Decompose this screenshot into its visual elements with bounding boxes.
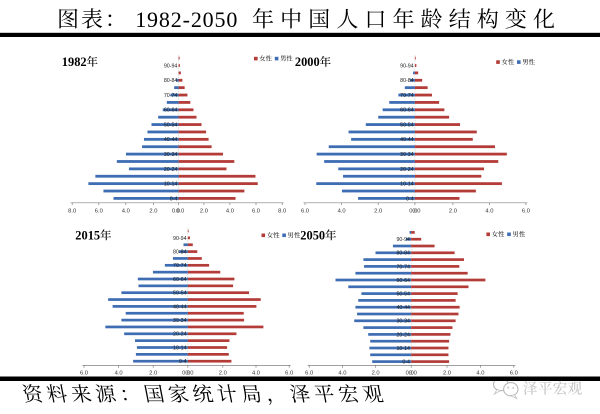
svg-text:50-54: 50-54: [173, 291, 187, 297]
svg-text:0.0: 0.0: [185, 370, 193, 376]
svg-text:60-64: 60-64: [396, 278, 410, 284]
svg-text:6.0: 6.0: [285, 370, 293, 376]
svg-text:0.0: 0.0: [409, 208, 417, 214]
svg-text:20-24: 20-24: [396, 332, 410, 338]
svg-text:6.0: 6.0: [510, 370, 518, 376]
svg-text:4.0: 4.0: [338, 208, 346, 214]
svg-text:90-94: 90-94: [400, 63, 414, 69]
svg-text:90-94: 90-94: [164, 63, 178, 69]
svg-text:20-24: 20-24: [164, 167, 178, 173]
svg-text:70-74: 70-74: [396, 264, 410, 270]
svg-text:60-64: 60-64: [164, 108, 178, 114]
svg-text:0.0: 0.0: [182, 370, 190, 376]
svg-text:70-74: 70-74: [164, 93, 178, 99]
svg-text:10-14: 10-14: [164, 182, 178, 188]
svg-text:4.0: 4.0: [485, 208, 493, 214]
svg-text:6.0: 6.0: [95, 208, 103, 214]
svg-text:2.0: 2.0: [449, 208, 457, 214]
svg-text:40-44: 40-44: [396, 305, 410, 311]
svg-text:2000: 2000: [295, 55, 320, 69]
svg-text:4.0: 4.0: [252, 370, 260, 376]
svg-text:2.0: 2.0: [374, 208, 382, 214]
svg-text:80-84: 80-84: [164, 78, 178, 84]
svg-text:0-4: 0-4: [406, 196, 414, 202]
svg-text:70-74: 70-74: [173, 263, 187, 269]
svg-text:0.0: 0.0: [176, 208, 184, 214]
svg-text:20-24: 20-24: [173, 332, 187, 338]
svg-text:50-54: 50-54: [396, 292, 410, 298]
svg-text:0.0: 0.0: [412, 208, 420, 214]
svg-text:80-84: 80-84: [173, 250, 187, 256]
svg-text:2.0: 2.0: [149, 208, 157, 214]
svg-text:20-24: 20-24: [400, 167, 414, 173]
svg-text:50-54: 50-54: [164, 122, 178, 128]
svg-text:2.0: 2.0: [200, 208, 208, 214]
svg-text:40-44: 40-44: [173, 304, 187, 310]
svg-text:6.0: 6.0: [305, 370, 313, 376]
svg-text:30-34: 30-34: [164, 152, 178, 158]
svg-text:80-84: 80-84: [400, 78, 414, 84]
svg-text:6.0: 6.0: [252, 208, 260, 214]
svg-text:40-44: 40-44: [400, 137, 414, 143]
svg-text:10-14: 10-14: [400, 182, 414, 188]
svg-text:1982: 1982: [62, 55, 87, 69]
svg-text:10-14: 10-14: [173, 345, 187, 351]
svg-text:30-34: 30-34: [173, 318, 187, 324]
svg-text:30-34: 30-34: [396, 319, 410, 325]
svg-text:90-94: 90-94: [396, 237, 410, 243]
svg-text:0.0: 0.0: [406, 370, 414, 376]
svg-text:50-54: 50-54: [400, 122, 414, 128]
svg-text:60-64: 60-64: [400, 108, 414, 114]
svg-text:30-34: 30-34: [400, 152, 414, 158]
svg-text:4.0: 4.0: [338, 370, 346, 376]
svg-text:4.0: 4.0: [115, 370, 123, 376]
svg-text:2.0: 2.0: [219, 370, 227, 376]
svg-text:40-44: 40-44: [164, 137, 178, 143]
svg-text:4.0: 4.0: [476, 370, 484, 376]
svg-text:6.0: 6.0: [301, 208, 309, 214]
svg-text:0.0: 0.0: [172, 208, 180, 214]
svg-text:2.0: 2.0: [443, 370, 451, 376]
svg-text:0-4: 0-4: [179, 359, 187, 365]
svg-text:0-4: 0-4: [402, 360, 410, 366]
svg-text:2.0: 2.0: [372, 370, 380, 376]
svg-text:2050: 2050: [300, 228, 325, 242]
svg-text:90-94: 90-94: [173, 236, 187, 242]
svg-text:60-64: 60-64: [173, 277, 187, 283]
svg-text:2015: 2015: [75, 228, 100, 242]
svg-text:0.0: 0.0: [409, 370, 417, 376]
svg-text:2.0: 2.0: [149, 370, 157, 376]
svg-text:6.0: 6.0: [522, 208, 530, 214]
svg-text:4.0: 4.0: [226, 208, 234, 214]
svg-text:10-14: 10-14: [396, 346, 410, 352]
svg-text:70-74: 70-74: [400, 93, 414, 99]
svg-text:8.0: 8.0: [68, 208, 76, 214]
svg-text:80-84: 80-84: [396, 251, 410, 257]
svg-text:0-4: 0-4: [170, 196, 178, 202]
svg-text:6.0: 6.0: [80, 370, 88, 376]
svg-text:1982-2050: 1982-2050: [135, 7, 238, 32]
svg-text:4.0: 4.0: [122, 208, 130, 214]
svg-text:8.0: 8.0: [278, 208, 286, 214]
